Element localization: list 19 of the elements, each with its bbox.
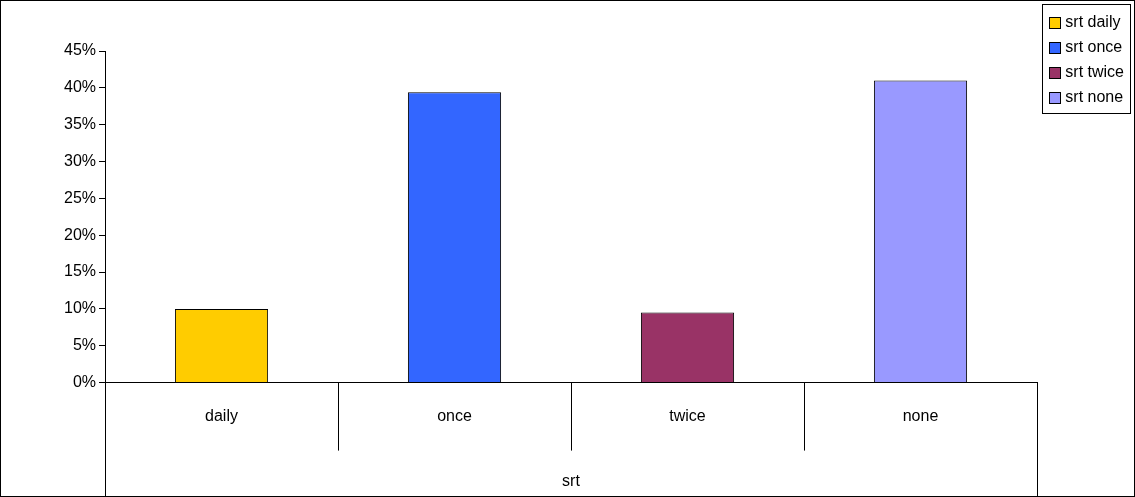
y-tick-label: 20% <box>63 225 97 243</box>
y-tick-label: 40% <box>63 78 97 96</box>
legend-label: srt none <box>1065 88 1124 105</box>
x-tick-label: daily <box>205 406 238 424</box>
y-tick-label: 45% <box>63 41 97 59</box>
x-tick-label: once <box>437 406 472 424</box>
x-axis-title: srt <box>562 471 581 489</box>
legend-label: srt once <box>1065 38 1123 55</box>
y-tick-label: 30% <box>63 151 97 169</box>
y-tick-label: 15% <box>63 262 97 280</box>
x-tick-label: none <box>902 406 939 424</box>
legend-label: srt daily <box>1065 13 1121 30</box>
x-tick-label: twice <box>669 406 706 424</box>
y-tick-label: 10% <box>63 299 97 317</box>
y-tick-label: 35% <box>63 115 97 133</box>
legend-label: srt twice <box>1065 63 1124 80</box>
y-tick-label: 5% <box>72 336 97 354</box>
y-tick-label: 25% <box>63 188 97 206</box>
y-tick-label: 0% <box>72 373 97 391</box>
